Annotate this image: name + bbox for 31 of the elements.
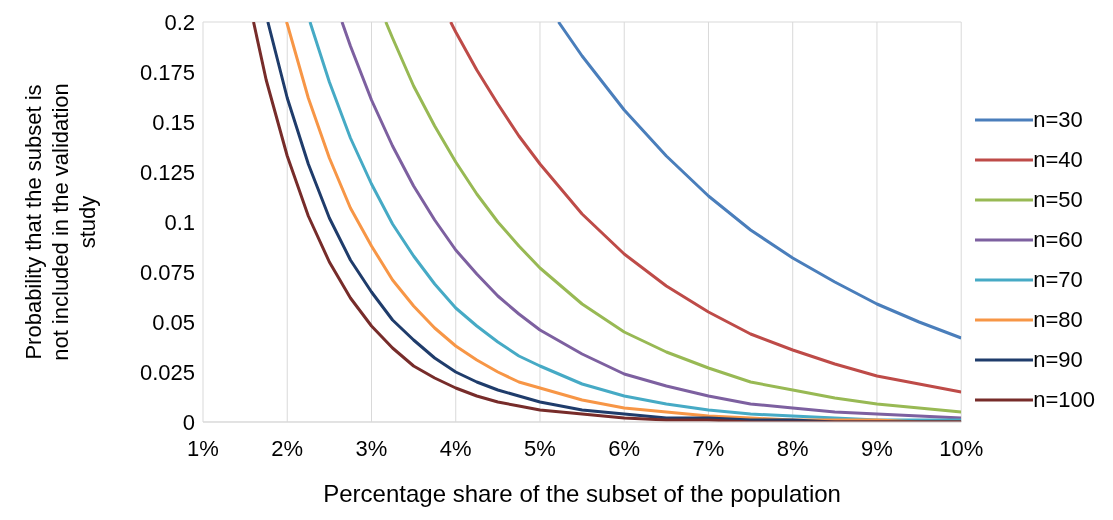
- legend-label: n=70: [1033, 266, 1083, 294]
- x-tick-label: 2%: [271, 435, 304, 461]
- y-tick-label: 0.125: [139, 159, 195, 185]
- x-tick-label: 3%: [355, 435, 388, 461]
- y-tick-label: 0: [182, 409, 195, 435]
- x-tick-label: 5%: [524, 435, 556, 461]
- legend-label: n=100: [1033, 386, 1095, 414]
- x-tick-label: 7%: [692, 435, 725, 461]
- legend-label: n=60: [1033, 226, 1083, 254]
- y-axis-title: Probability that the subset is not included in the validation study: [20, 83, 100, 361]
- x-tick-label: 1%: [187, 435, 219, 461]
- x-tick-label: 10%: [939, 435, 984, 461]
- y-tick-label: 0.15: [152, 109, 195, 135]
- x-axis-title: Percentage share of the subset of the population: [323, 480, 841, 507]
- y-tick-label: 0.025: [139, 359, 195, 385]
- x-tick-label: 6%: [608, 435, 641, 461]
- line-series: [449, 22, 962, 394]
- y-tick-label: 0.1: [164, 209, 195, 235]
- x-tick-label: 9%: [861, 435, 893, 461]
- legend-label: n=50: [1033, 186, 1083, 214]
- y-tick-label: 0.05: [152, 309, 195, 335]
- legend-label: n=90: [1033, 346, 1083, 374]
- legend-label: n=80: [1033, 306, 1083, 334]
- y-tick-label: 0.2: [164, 9, 195, 35]
- y-tick-label: 0.075: [139, 259, 195, 285]
- legend-label: n=40: [1033, 146, 1083, 174]
- y-tick-label: 0.175: [139, 59, 195, 85]
- x-tick-label: 8%: [776, 435, 809, 461]
- line-series: [557, 22, 962, 340]
- legend-label: n=30: [1033, 106, 1083, 134]
- x-tick-label: 4%: [439, 435, 472, 461]
